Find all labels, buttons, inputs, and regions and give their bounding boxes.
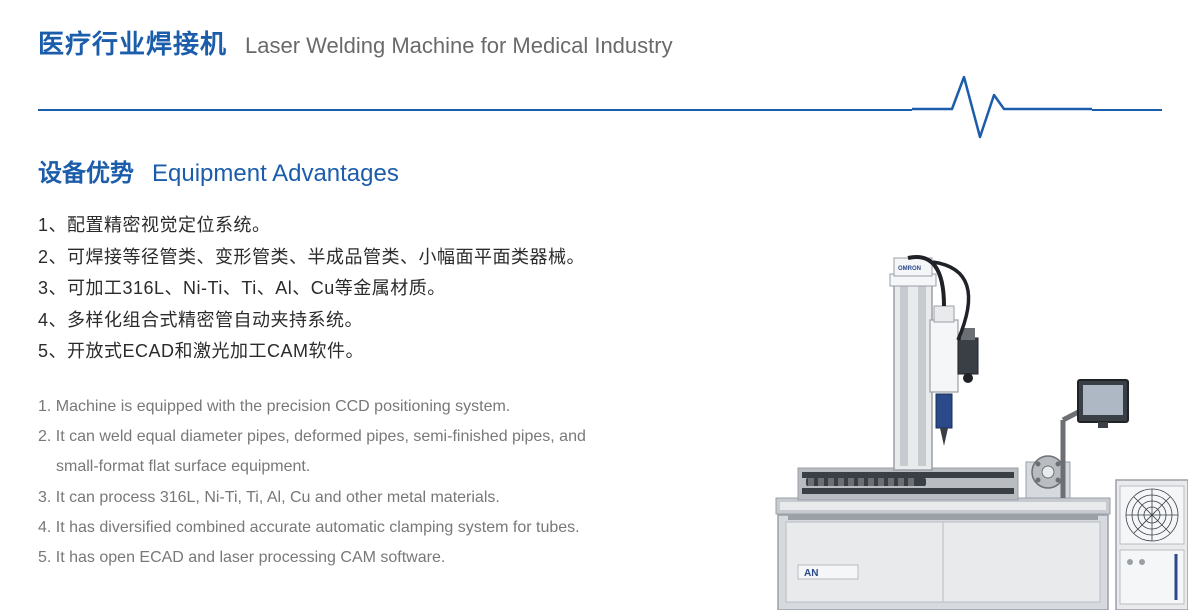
header-title-cn: 医疗行业焊接机 [38,24,227,61]
list-item: 4. It has diversified combined accurate … [38,513,738,543]
advantages-list-en: 1. Machine is equipped with the precisio… [38,392,738,574]
list-item: 3. It can process 316L, Ni-Ti, Ti, Al, C… [38,483,738,513]
list-item: 1. Machine is equipped with the precisio… [38,392,738,422]
page-header: 医疗行业焊接机 Laser Welding Machine for Medica… [38,24,1162,61]
list-item: small-format flat surface equipment. [38,452,738,482]
section-subheader: 设备优势 Equipment Advantages [38,153,1162,188]
list-item: 2、可焊接等径管类、变形管类、半成品管类、小幅面平面类器械。 [38,242,738,274]
svg-text:AN: AN [804,568,818,579]
list-item: 2. It can weld equal diameter pipes, def… [38,422,738,452]
list-item: 5. It has open ECAD and laser processing… [38,543,738,573]
subheader-title-cn: 设备优势 [38,153,134,188]
list-item: 1、配置精密视觉定位系统。 [38,210,738,242]
machine-illustration: AN [758,210,1162,590]
advantages-list-cn: 1、配置精密视觉定位系统。 2、可焊接等径管类、变形管类、半成品管类、小幅面平面… [38,210,738,368]
header-title-en: Laser Welding Machine for Medical Indust… [245,33,673,59]
divider [38,71,1162,131]
list-item: 5、开放式ECAD和激光加工CAM软件。 [38,336,738,368]
list-item: 4、多样化组合式精密管自动夹持系统。 [38,305,738,337]
subheader-title-en: Equipment Advantages [152,160,399,188]
list-item: 3、可加工316L、Ni-Ti、Ti、Al、Cu等金属材质。 [38,273,738,305]
ecg-heartbeat-icon [912,65,1092,143]
svg-text:OMRON: OMRON [898,266,921,272]
